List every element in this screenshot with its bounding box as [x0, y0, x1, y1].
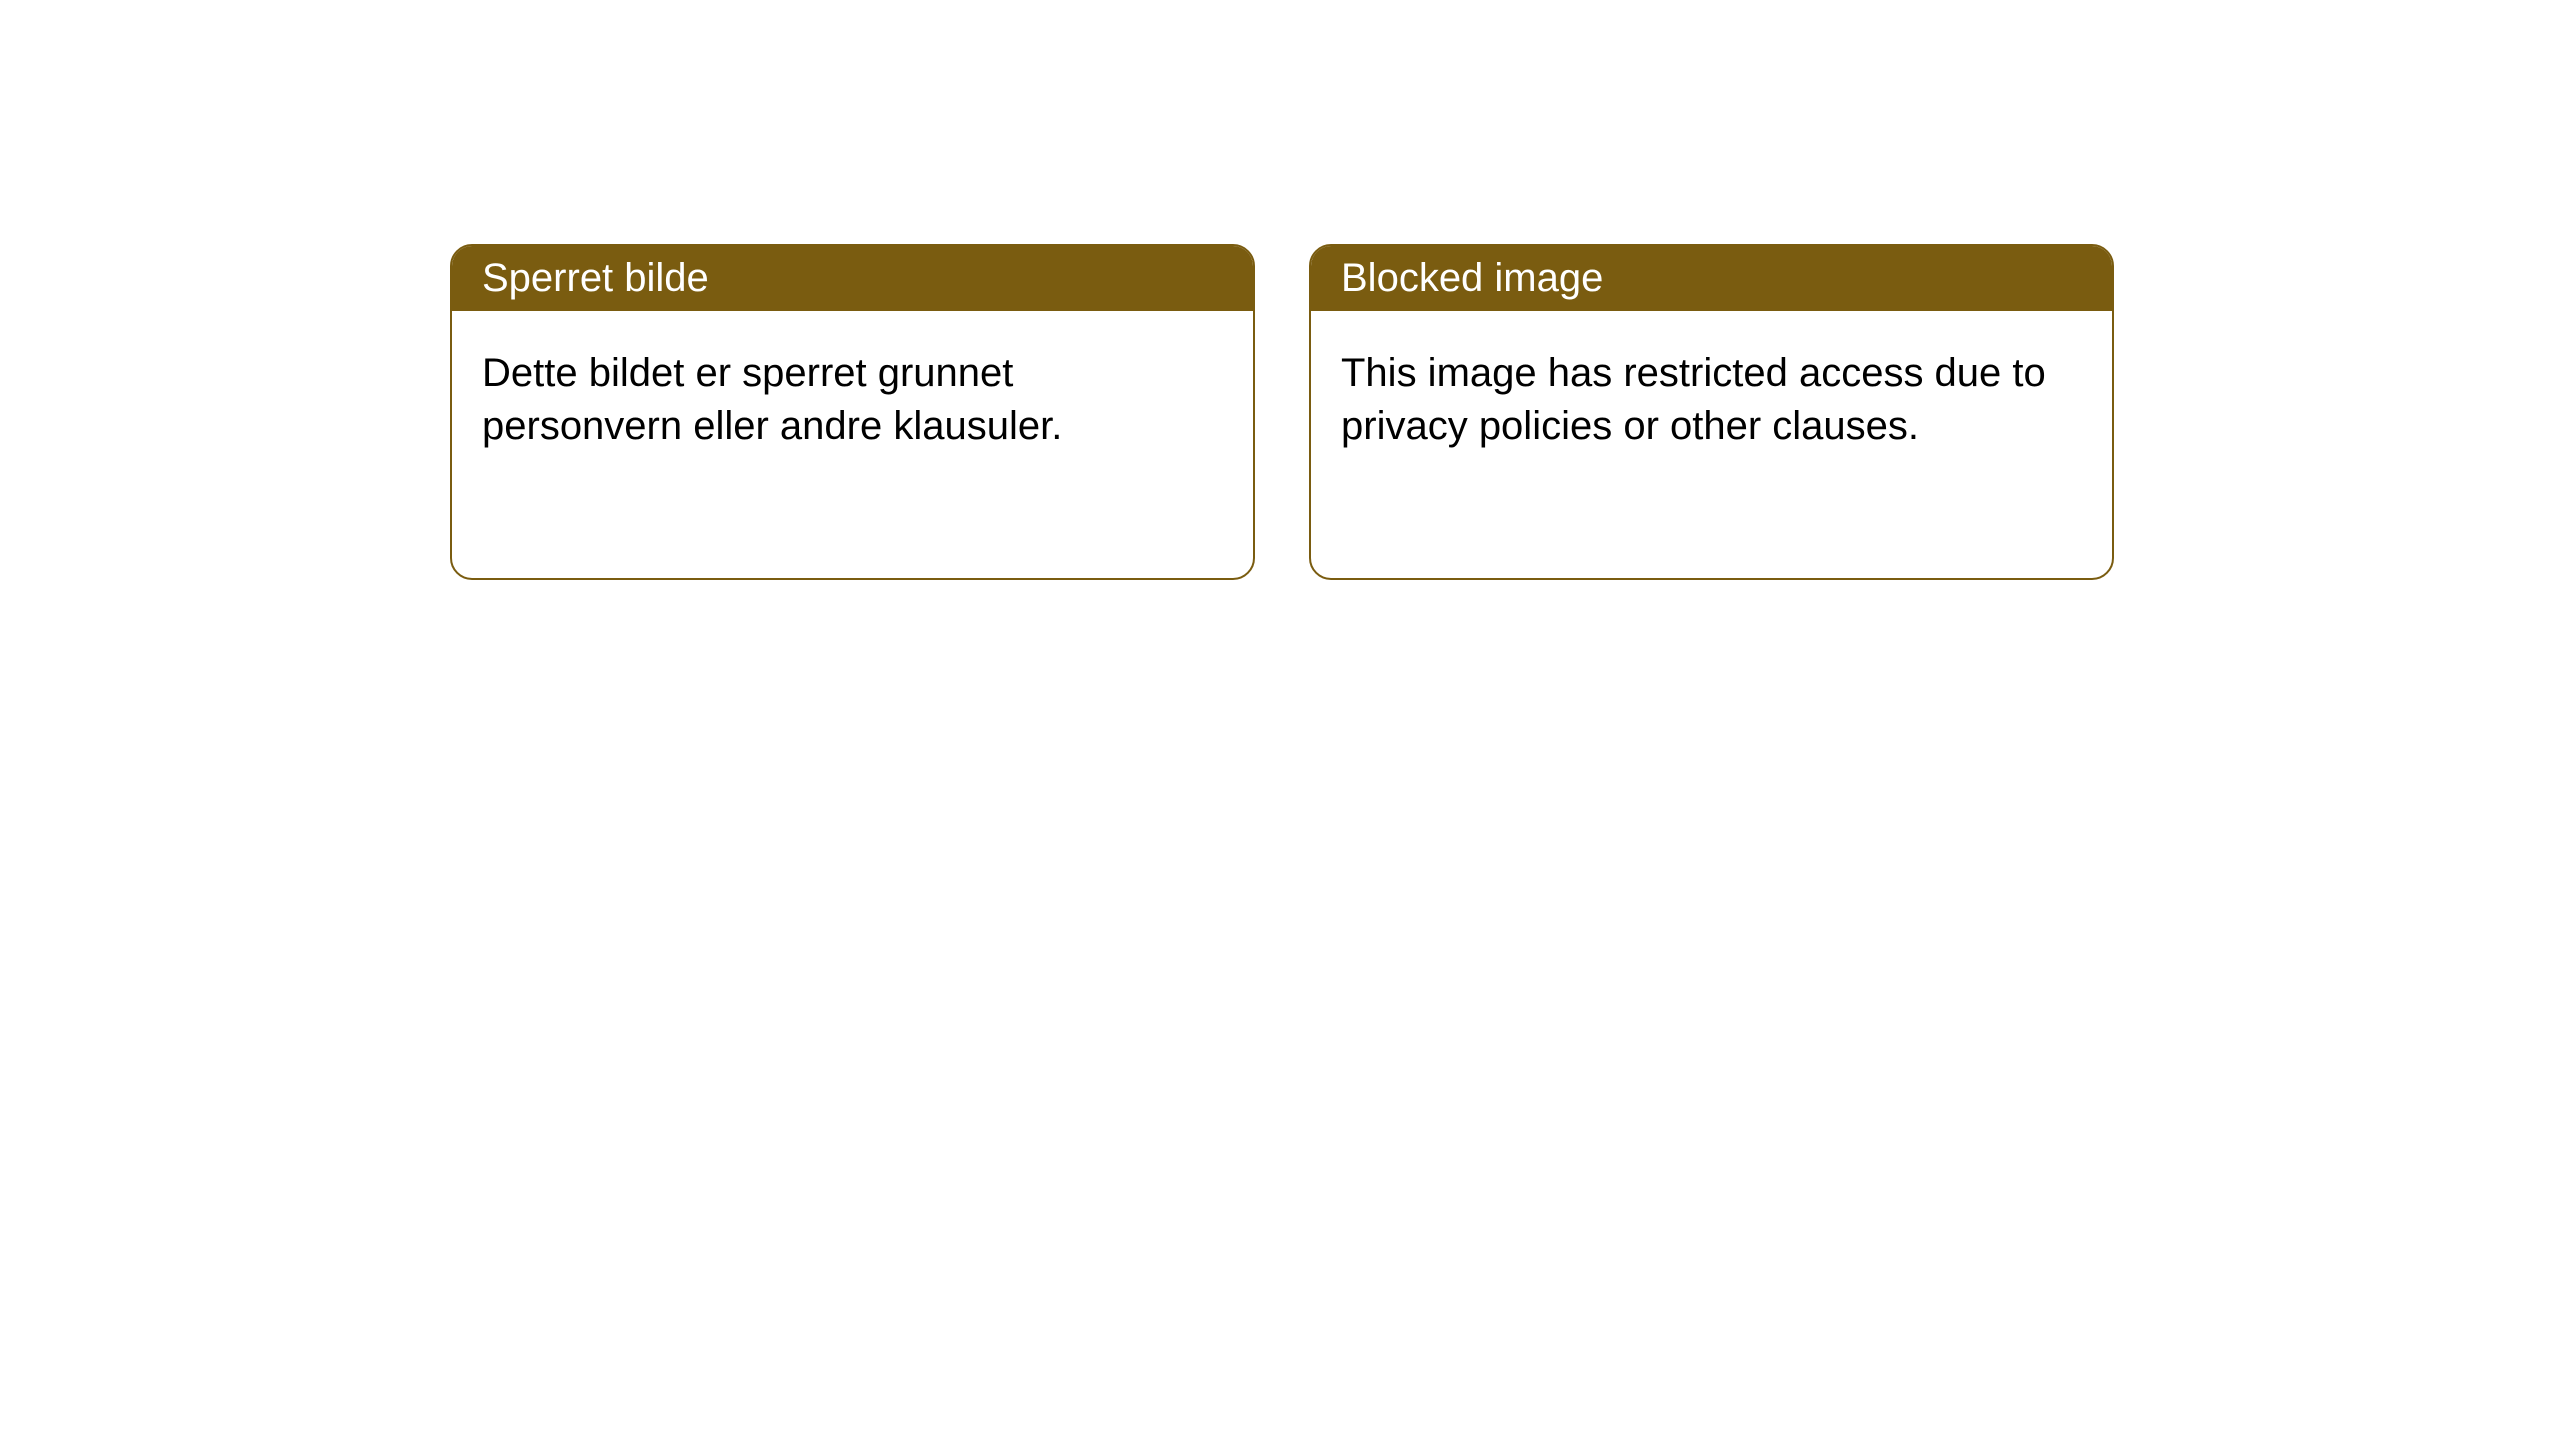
card-header-text: Sperret bilde	[482, 256, 709, 300]
card-header-text: Blocked image	[1341, 256, 1603, 300]
card-body: Dette bildet er sperret grunnet personve…	[452, 311, 1253, 489]
card-body-text: This image has restricted access due to …	[1341, 351, 2046, 448]
notice-container: Sperret bilde Dette bildet er sperret gr…	[0, 0, 2560, 580]
notice-card-english: Blocked image This image has restricted …	[1309, 244, 2114, 580]
card-header: Sperret bilde	[452, 246, 1253, 311]
notice-card-norwegian: Sperret bilde Dette bildet er sperret gr…	[450, 244, 1255, 580]
card-header: Blocked image	[1311, 246, 2112, 311]
card-body-text: Dette bildet er sperret grunnet personve…	[482, 351, 1062, 448]
card-body: This image has restricted access due to …	[1311, 311, 2112, 489]
